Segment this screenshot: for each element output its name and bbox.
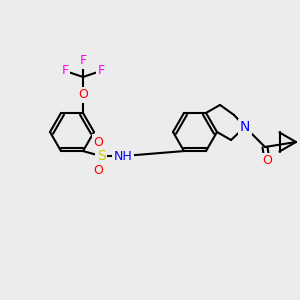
Text: O: O [262,154,272,167]
Text: F: F [61,64,69,77]
Text: S: S [97,149,105,163]
Text: F: F [80,54,87,68]
Text: NH: NH [114,150,132,163]
Text: O: O [93,136,103,148]
Text: O: O [78,88,88,101]
Text: F: F [98,64,105,77]
Text: N: N [240,120,250,134]
Text: O: O [93,164,103,177]
